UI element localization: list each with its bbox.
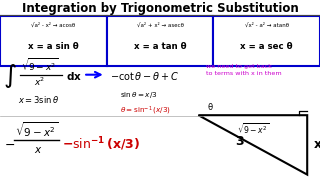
Text: $\theta = \sin^{-1}(x/3)$: $\theta = \sin^{-1}(x/3)$	[120, 105, 171, 117]
Text: $\mathbf{dx}$: $\mathbf{dx}$	[66, 70, 82, 82]
Text: $x = 3\sin\theta$: $x = 3\sin\theta$	[18, 94, 59, 105]
Text: $\mathbf{- \sin^{-1}(x/3)}$: $\mathbf{- \sin^{-1}(x/3)}$	[62, 135, 140, 153]
Text: Integration by Trigonometric Substitution: Integration by Trigonometric Substitutio…	[22, 2, 298, 15]
Text: √x² - a² → atanθ: √x² - a² → atanθ	[244, 22, 289, 28]
Text: $\int$: $\int$	[3, 62, 17, 90]
Text: θ: θ	[208, 103, 213, 112]
Text: x = a tan θ: x = a tan θ	[134, 42, 186, 51]
Text: 3: 3	[236, 135, 244, 148]
Text: x: x	[314, 138, 320, 151]
Text: we need to get back
to terms with x in them: we need to get back to terms with x in t…	[206, 64, 282, 76]
Text: $-$: $-$	[4, 138, 15, 150]
Text: $\sqrt{9 - x^2}$: $\sqrt{9 - x^2}$	[21, 57, 58, 74]
FancyBboxPatch shape	[213, 16, 320, 66]
Text: $\sqrt{9 - x^2}$: $\sqrt{9 - x^2}$	[15, 120, 58, 139]
Text: $x^2$: $x^2$	[34, 76, 45, 88]
Text: √a² + x² → asecθ: √a² + x² → asecθ	[137, 22, 183, 28]
Text: x = a sin θ: x = a sin θ	[28, 42, 79, 51]
Text: √a² - x² → acosθ: √a² - x² → acosθ	[31, 22, 76, 28]
Text: $\sqrt{9 - x^2}$: $\sqrt{9 - x^2}$	[237, 122, 269, 137]
Text: $-\cot\theta - \theta + C$: $-\cot\theta - \theta + C$	[110, 70, 180, 82]
FancyBboxPatch shape	[0, 16, 107, 66]
Text: x = a sec θ: x = a sec θ	[240, 42, 293, 51]
FancyBboxPatch shape	[107, 16, 213, 66]
Text: $\sin\theta = x/3$: $\sin\theta = x/3$	[120, 90, 158, 100]
Text: $x$: $x$	[34, 145, 43, 155]
